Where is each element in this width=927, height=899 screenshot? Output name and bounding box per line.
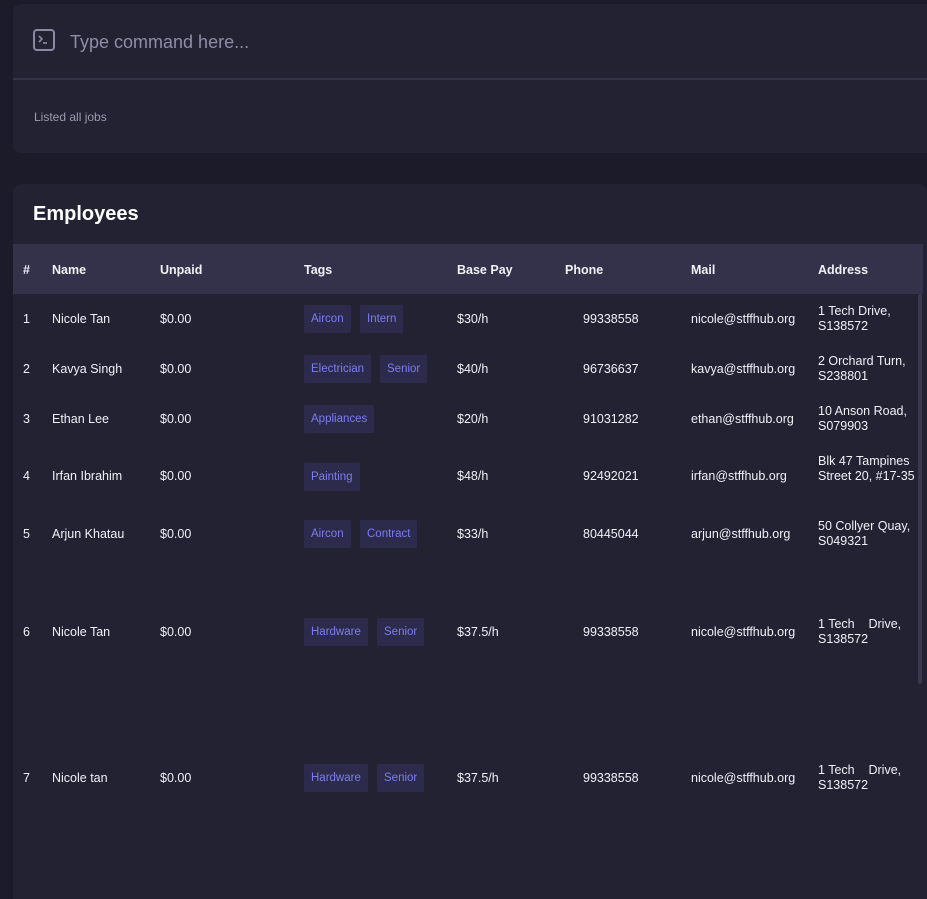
column-address: Address: [818, 263, 869, 277]
column-tags: Tags: [304, 263, 333, 277]
row-name: Kavya Singh: [52, 362, 123, 376]
column-unpaid: Unpaid: [160, 263, 203, 277]
row-address: 2 Orchard Turn, S238801: [818, 354, 906, 383]
row-base-pay: $33/h: [457, 527, 489, 541]
row-base-pay: $37.5/h: [457, 771, 499, 785]
tag-badge: Senior: [380, 355, 428, 383]
row-address: 1 Tech Drive, S138572: [818, 617, 905, 646]
tag-badge: Senior: [377, 618, 425, 646]
row-mail: nicole@stffhub.org: [691, 625, 796, 639]
tag-badge: Senior: [377, 764, 425, 792]
row-base-pay: $48/h: [457, 469, 489, 483]
row-base-pay: $30/h: [457, 312, 489, 326]
row-name: Ethan Lee: [52, 412, 109, 426]
column-base-pay: Base Pay: [457, 263, 513, 277]
row-phone: 99338558: [583, 312, 639, 326]
row-unpaid: $0.00: [160, 469, 192, 483]
row-base-pay: $37.5/h: [457, 625, 499, 639]
row-phone: 92492021: [583, 469, 639, 483]
row-mail: ethan@stffhub.org: [691, 412, 794, 426]
row-name: Irfan Ibrahim: [52, 469, 123, 483]
row-unpaid: $0.00: [160, 625, 192, 639]
row-phone: 99338558: [583, 771, 639, 785]
row-index: 1: [23, 312, 30, 326]
row-name: Nicole tan: [52, 771, 108, 785]
employees-panel: Employees # Name Unpaid Tags Base Pay Ph…: [13, 184, 927, 899]
row-phone: 91031282: [583, 412, 639, 426]
table-row[interactable]: 5 Arjun Khatau $0.00 Aircon Contract $33…: [13, 509, 918, 559]
terminal-icon: [33, 29, 55, 51]
tag-badge: Contract: [360, 520, 418, 548]
row-base-pay: $40/h: [457, 362, 489, 376]
row-name: Nicole Tan: [52, 625, 111, 639]
page-title: Employees: [33, 203, 139, 225]
row-unpaid: $0.00: [160, 362, 192, 376]
row-index: 2: [23, 362, 30, 376]
table-row[interactable]: 2 Kavya Singh $0.00 Electrician Senior $…: [13, 344, 918, 394]
row-mail: nicole@stffhub.org: [691, 771, 796, 785]
row-base-pay: $20/h: [457, 412, 489, 426]
tag-badge: Painting: [304, 463, 360, 491]
column-phone: Phone: [565, 263, 604, 277]
row-mail: kavya@stffhub.org: [691, 362, 796, 376]
row-mail: nicole@stffhub.org: [691, 312, 796, 326]
command-input[interactable]: [68, 28, 892, 56]
table-header: # Name Unpaid Tags Base Pay Phone Mail A…: [13, 244, 923, 294]
tag-badge: Hardware: [304, 764, 368, 792]
command-result: Listed all jobs: [34, 110, 107, 124]
column-mail: Mail: [691, 263, 716, 277]
table-row[interactable]: 3 Ethan Lee $0.00 Appliances $20/h 91031…: [13, 394, 918, 444]
row-index: 6: [23, 625, 30, 639]
tag-badge: Appliances: [304, 405, 375, 433]
column-name: Name: [52, 263, 87, 277]
row-phone: 96736637: [583, 362, 639, 376]
row-address: 50 Collyer Quay, S049321: [818, 519, 911, 548]
tag-badge: Aircon: [304, 305, 351, 333]
table-row[interactable]: 4 Irfan Ibrahim $0.00 Painting $48/h 924…: [13, 444, 918, 509]
row-name: Nicole Tan: [52, 312, 111, 326]
row-mail: arjun@stffhub.org: [691, 527, 791, 541]
row-index: 4: [23, 469, 30, 483]
tag-badge: Electrician: [304, 355, 372, 383]
row-address: 1 Tech Drive, S138572: [818, 304, 891, 333]
row-unpaid: $0.00: [160, 312, 192, 326]
row-name: Arjun Khatau: [52, 527, 125, 541]
row-address: 10 Anson Road, S079903: [818, 404, 907, 433]
row-mail: irfan@stffhub.org: [691, 469, 787, 483]
column-index: #: [23, 263, 30, 277]
row-address: Blk 47 Tampines Street 20, #17-35: [818, 454, 915, 483]
row-phone: 99338558: [583, 625, 639, 639]
table-row[interactable]: 6 Nicole Tan $0.00 Hardware Senior $37.5…: [13, 559, 918, 705]
row-index: 7: [23, 771, 30, 785]
command-panel: Listed all jobs: [13, 4, 927, 153]
row-index: 5: [23, 527, 30, 541]
row-address: 1 Tech Drive, S138572: [818, 763, 905, 792]
row-index: 3: [23, 412, 30, 426]
tag-badge: Aircon: [304, 520, 351, 548]
command-bar: [13, 4, 927, 80]
row-unpaid: $0.00: [160, 771, 192, 785]
row-unpaid: $0.00: [160, 527, 192, 541]
row-unpaid: $0.00: [160, 412, 192, 426]
table-scrollbar[interactable]: [918, 294, 922, 684]
table-row[interactable]: 7 Nicole tan $0.00 Hardware Senior $37.5…: [13, 705, 918, 851]
table-row[interactable]: 1 Nicole Tan $0.00 Aircon Intern $30/h 9…: [13, 294, 918, 344]
tag-badge: Intern: [360, 305, 404, 333]
row-phone: 80445044: [583, 527, 639, 541]
tag-badge: Hardware: [304, 618, 368, 646]
